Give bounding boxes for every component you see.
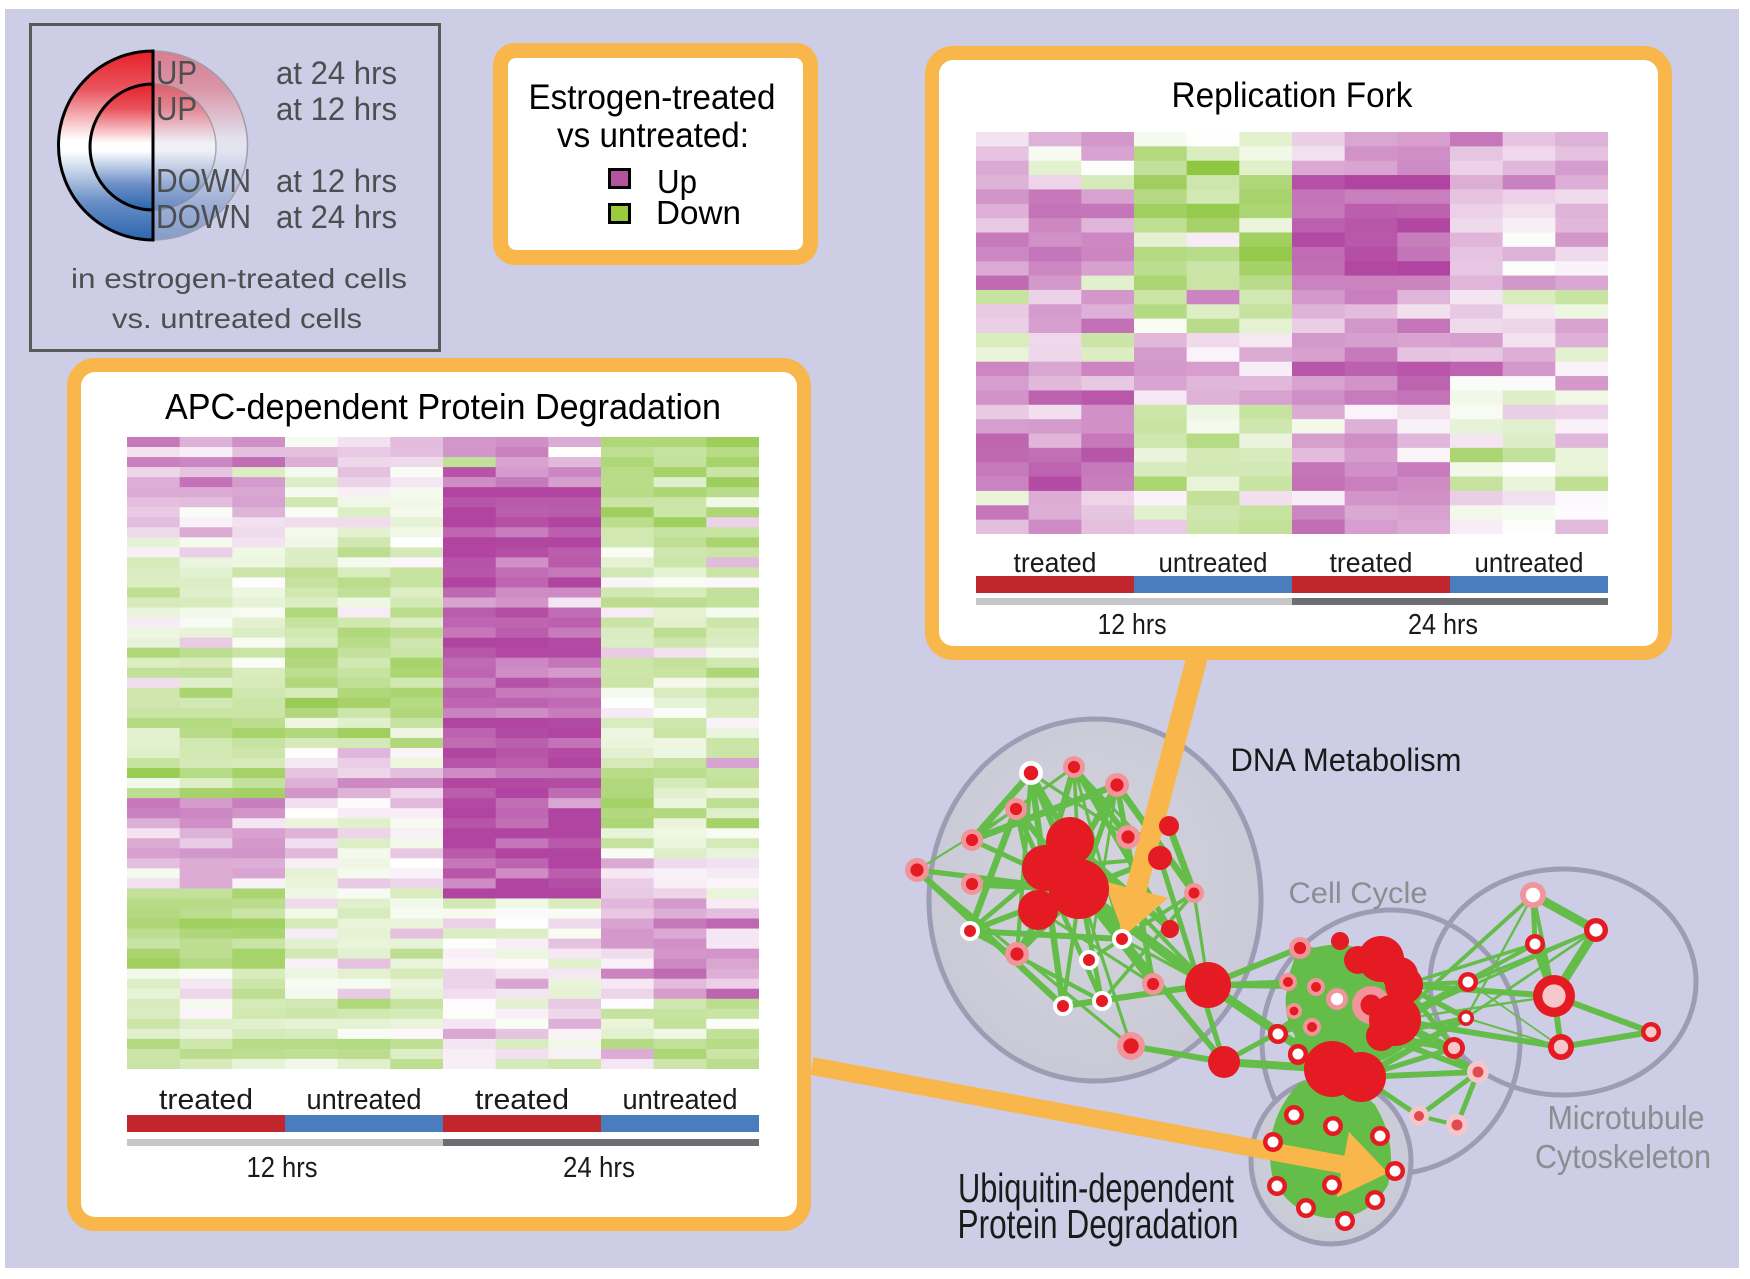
- svg-text:untreated: untreated: [1475, 547, 1584, 578]
- svg-text:12 hrs: 12 hrs: [247, 1152, 318, 1184]
- svg-text:Cytoskeleton: Cytoskeleton: [1535, 1138, 1711, 1175]
- svg-text:Up: Up: [657, 163, 697, 200]
- svg-text:treated: treated: [1014, 547, 1097, 578]
- svg-text:untreated: untreated: [623, 1084, 738, 1116]
- svg-text:vs untreated:: vs untreated:: [557, 116, 749, 155]
- svg-text:UP: UP: [156, 54, 197, 91]
- svg-text:Microtubule: Microtubule: [1548, 1099, 1705, 1136]
- svg-text:DOWN: DOWN: [156, 162, 251, 199]
- svg-text:DNA Metabolism: DNA Metabolism: [1231, 742, 1462, 778]
- svg-text:12 hrs: 12 hrs: [1098, 609, 1167, 641]
- svg-text:treated: treated: [475, 1084, 569, 1116]
- svg-text:untreated: untreated: [1159, 547, 1268, 578]
- svg-text:vs. untreated cells: vs. untreated cells: [112, 303, 362, 334]
- svg-text:Cell Cycle: Cell Cycle: [1289, 877, 1428, 910]
- svg-text:UP: UP: [156, 90, 197, 127]
- svg-text:at 24 hrs: at 24 hrs: [276, 55, 397, 91]
- svg-text:APC-dependent Protein Degradat: APC-dependent Protein Degradation: [165, 386, 721, 427]
- svg-text:at 24 hrs: at 24 hrs: [276, 199, 397, 235]
- svg-text:Estrogen-treated: Estrogen-treated: [529, 78, 776, 117]
- svg-text:Down: Down: [656, 194, 741, 231]
- svg-text:Replication Fork: Replication Fork: [1172, 76, 1413, 115]
- svg-text:at 12 hrs: at 12 hrs: [276, 163, 397, 199]
- svg-text:treated: treated: [1330, 547, 1413, 578]
- svg-text:at 12 hrs: at 12 hrs: [276, 91, 397, 127]
- svg-text:Protein Degradation: Protein Degradation: [958, 1201, 1239, 1247]
- svg-text:24 hrs: 24 hrs: [1408, 609, 1478, 641]
- svg-text:DOWN: DOWN: [156, 198, 251, 235]
- svg-text:in estrogen-treated cells: in estrogen-treated cells: [71, 263, 407, 294]
- svg-text:treated: treated: [159, 1084, 253, 1116]
- svg-text:Ubiquitin-dependent: Ubiquitin-dependent: [958, 1165, 1234, 1211]
- svg-text:24 hrs: 24 hrs: [563, 1152, 635, 1184]
- svg-text:untreated: untreated: [307, 1084, 422, 1116]
